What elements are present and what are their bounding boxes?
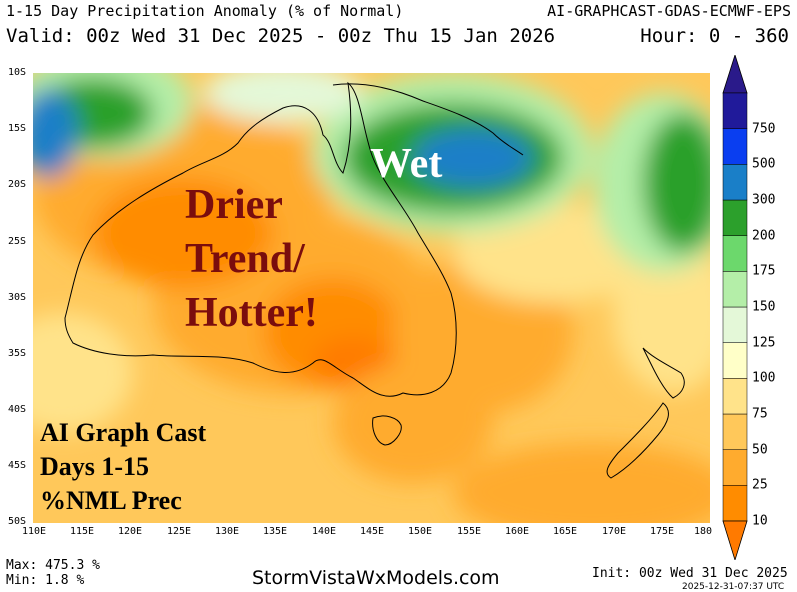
max-value: Max: 475.3 % (6, 558, 100, 573)
colorbar-label: 50 (752, 442, 768, 458)
lon-label-130e: 130E (214, 526, 240, 537)
colorbar-label: 200 (752, 228, 776, 244)
precip-anomaly-map (33, 73, 710, 523)
colorbar-label: 175 (752, 263, 776, 279)
colorbar-label: 150 (752, 299, 776, 315)
drier-annotation: Drier Trend/ Hotter! (185, 178, 318, 340)
lat-label-20s: 20S (8, 179, 27, 190)
colorbar-label: 10 (752, 513, 768, 529)
lat-label-50s: 50S (8, 516, 27, 527)
lon-label-110e: 110E (21, 526, 47, 537)
lon-label-125e: 125E (166, 526, 192, 537)
min-value: Min: 1.8 % (6, 573, 85, 588)
colorbar-box (722, 413, 748, 450)
colorbar-box (722, 199, 748, 236)
colorbar-box (722, 306, 748, 343)
lon-label-135e: 135E (262, 526, 288, 537)
colorbar-box (722, 271, 748, 308)
lon-label-140e: 140E (311, 526, 337, 537)
lat-label-40s: 40S (8, 404, 27, 415)
australia-coastline (64, 81, 457, 397)
lon-label-145e: 145E (359, 526, 385, 537)
colorbar-box (722, 342, 748, 379)
model-box-annotation: AI Graph Cast Days 1-15 %NML Prec (40, 416, 206, 518)
init-time: Init: 00z Wed 31 Dec 2025 (592, 566, 788, 581)
colorbar-box (722, 92, 748, 129)
colorbar-box (722, 449, 748, 486)
lon-label-120e: 120E (117, 526, 143, 537)
lon-label-170e: 170E (601, 526, 627, 537)
lon-label-180: 180 (693, 526, 713, 537)
new-zealand-north (642, 347, 685, 399)
model-box-line-1: AI Graph Cast (40, 418, 207, 447)
new-guinea-coast (332, 83, 524, 156)
model-name: AI-GRAPHCAST-GDAS-ECMWF-EPS (547, 2, 791, 20)
colorbar-label: 75 (752, 406, 768, 422)
lat-label-15s: 15S (8, 123, 27, 134)
colorbar-box (722, 128, 748, 165)
colorbar-over-arrow (722, 55, 748, 94)
forecast-hours: Hour: 0 - 360 (640, 25, 789, 47)
colorbar-box (722, 164, 748, 201)
render-timestamp: 2025-12-31-07:37 UTC (682, 582, 785, 592)
lon-label-175e: 175E (649, 526, 675, 537)
lon-label-160e: 160E (504, 526, 530, 537)
lat-label-10s: 10S (8, 67, 27, 78)
new-zealand-south (606, 402, 669, 479)
colorbar-label: 300 (752, 192, 776, 208)
colorbar-under-arrow (722, 520, 748, 560)
lon-label-115e: 115E (69, 526, 95, 537)
model-box-line-2: Days 1-15 (40, 452, 150, 481)
lon-label-155e: 155E (456, 526, 482, 537)
colorbar (722, 55, 748, 560)
colorbar-box (722, 378, 748, 415)
valid-period: Valid: 00z Wed 31 Dec 2025 - 00z Thu 15 … (6, 25, 556, 47)
anomaly-field (33, 73, 710, 523)
lat-label-45s: 45S (8, 460, 27, 471)
lon-label-150e: 150E (407, 526, 433, 537)
colorbar-label: 125 (752, 335, 776, 351)
lat-label-25s: 25S (8, 236, 27, 247)
colorbar-label: 25 (752, 477, 768, 493)
drier-line-3: Hotter! (185, 290, 318, 336)
colorbar-boxes (722, 92, 748, 522)
model-box-line-3: %NML Prec (40, 486, 182, 515)
colorbar-label: 100 (752, 370, 776, 386)
drier-line-2: Trend/ (185, 236, 305, 282)
coastlines (64, 81, 685, 479)
wet-annotation: Wet (370, 141, 443, 187)
colorbar-box (722, 485, 748, 522)
map-title: 1-15 Day Precipitation Anomaly (% of Nor… (6, 2, 404, 20)
lat-label-30s: 30S (8, 292, 27, 303)
colorbar-label: 500 (752, 156, 776, 172)
lat-label-35s: 35S (8, 348, 27, 359)
colorbar-box (722, 235, 748, 272)
tasmania-outline (372, 415, 402, 446)
site-name: StormVistaWxModels.com (252, 567, 500, 589)
drier-line-1: Drier (185, 182, 283, 228)
colorbar-label: 750 (752, 121, 776, 137)
lon-label-165e: 165E (552, 526, 578, 537)
